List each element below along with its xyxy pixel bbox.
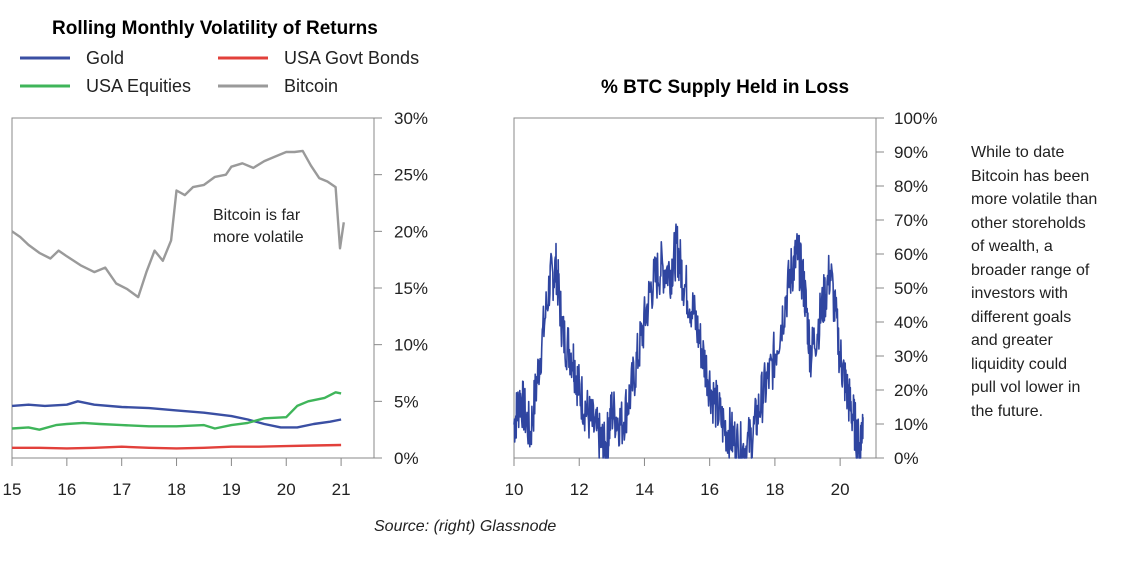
right-series-line-supply-in-loss bbox=[513, 223, 864, 459]
right-y-tick-label: 90% bbox=[894, 143, 928, 162]
left-axis-ticks: 0% 5% 10% 15% 20% 25% 30% 15 16 17 18 19 20 21 bbox=[3, 109, 428, 499]
left-y-tick-label: 15% bbox=[394, 279, 428, 298]
left-x-tick-label: 15 bbox=[3, 480, 22, 499]
bitcoin-annotation-line-1: Bitcoin is far bbox=[213, 207, 301, 224]
right-series-group bbox=[513, 223, 864, 459]
left-y-tick-label: 20% bbox=[394, 222, 428, 241]
right-y-tick-label: 20% bbox=[894, 381, 928, 400]
right-y-tick-label: 30% bbox=[894, 347, 928, 366]
left-series-line-bitcoin bbox=[11, 149, 345, 299]
right-y-tick-label: 50% bbox=[894, 279, 928, 298]
left-chart-title: Rolling Monthly Volatility of Returns bbox=[52, 18, 378, 39]
right-x-tick-label: 18 bbox=[765, 480, 784, 499]
right-y-tick-label: 0% bbox=[894, 449, 919, 468]
left-y-tick-label: 10% bbox=[394, 336, 428, 355]
legend: Gold USA Govt Bonds USA Equities Bitcoin bbox=[20, 48, 419, 96]
right-y-tick-label: 40% bbox=[894, 313, 928, 332]
left-series-line-usa-govt-bonds bbox=[12, 443, 342, 450]
right-y-tick-label: 100% bbox=[894, 109, 937, 128]
right-y-tick-label: 10% bbox=[894, 415, 928, 434]
right-x-tick-label: 14 bbox=[635, 480, 654, 499]
right-y-tick-label: 80% bbox=[894, 177, 928, 196]
bitcoin-annotation-line-2: more volatile bbox=[213, 229, 304, 246]
left-x-tick-label: 16 bbox=[57, 480, 76, 499]
source-note: Source: (right) Glassnode bbox=[374, 518, 556, 535]
side-note: While to date Bitcoin has been more vola… bbox=[971, 144, 1098, 420]
left-x-tick-label: 17 bbox=[112, 480, 131, 499]
legend-label-usa-govt-bonds: USA Govt Bonds bbox=[284, 48, 419, 68]
left-x-tick-label: 19 bbox=[222, 480, 241, 499]
right-x-tick-label: 10 bbox=[505, 480, 524, 499]
right-y-tick-label: 60% bbox=[894, 245, 928, 264]
legend-label-gold: Gold bbox=[86, 48, 124, 68]
left-y-tick-label: 5% bbox=[394, 392, 419, 411]
left-series-group bbox=[11, 149, 345, 450]
left-y-tick-label: 30% bbox=[394, 109, 428, 128]
left-series-line-gold bbox=[11, 400, 342, 429]
right-axis-ticks: 0% 10% 20% 30% 40% 50% 60% 70% 80% 90% 100% 10 12 14 1… bbox=[505, 109, 938, 499]
left-plot-frame bbox=[11, 117, 375, 459]
left-y-tick-label: 0% bbox=[394, 449, 419, 468]
right-x-tick-label: 12 bbox=[570, 480, 589, 499]
right-y-tick-label: 70% bbox=[894, 211, 928, 230]
legend-label-usa-equities: USA Equities bbox=[86, 76, 191, 96]
right-x-tick-label: 16 bbox=[700, 480, 719, 499]
right-x-tick-label: 20 bbox=[831, 480, 850, 499]
left-series-line-usa-equities bbox=[11, 391, 342, 431]
left-y-tick-label: 25% bbox=[394, 166, 428, 185]
right-chart-title: % BTC Supply Held in Loss bbox=[601, 77, 849, 98]
bitcoin-annotation: Bitcoin is far more volatile bbox=[213, 207, 305, 246]
legend-label-bitcoin: Bitcoin bbox=[284, 76, 338, 96]
left-x-tick-label: 18 bbox=[167, 480, 186, 499]
left-x-tick-label: 20 bbox=[277, 480, 296, 499]
left-x-tick-label: 21 bbox=[332, 480, 351, 499]
